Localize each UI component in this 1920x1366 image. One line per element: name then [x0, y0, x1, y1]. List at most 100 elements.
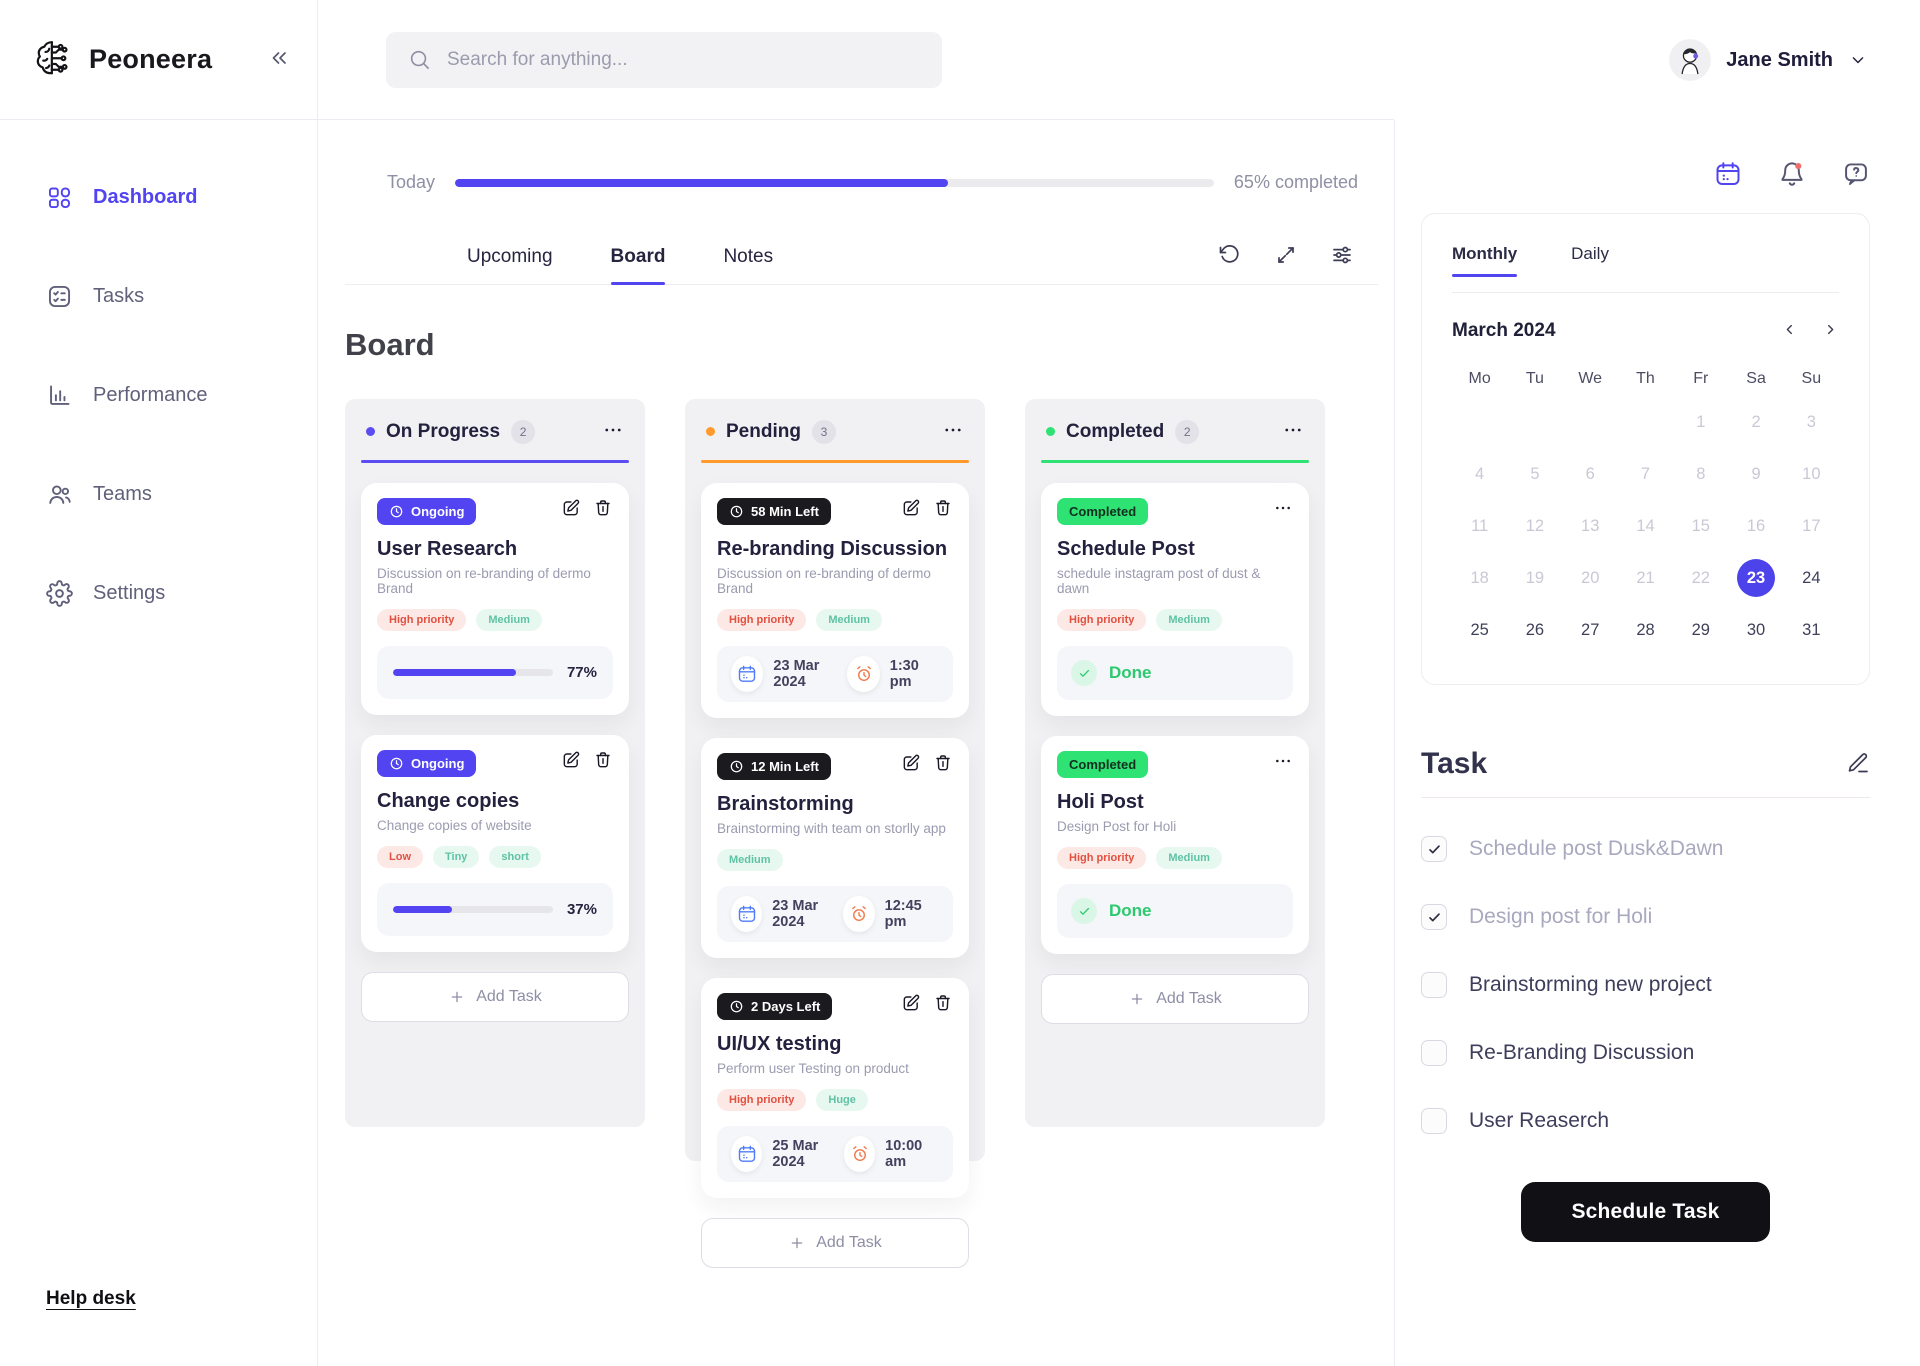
- card-menu-button[interactable]: [1273, 751, 1293, 774]
- card-edit-button[interactable]: [901, 993, 921, 1016]
- calendar-day-23[interactable]: 23: [1728, 556, 1783, 600]
- calendar-day-26[interactable]: 26: [1525, 620, 1545, 639]
- task-card[interactable]: 12 Min Left Brainstorming Brainstorming wi…: [701, 738, 969, 958]
- task-card[interactable]: Ongoing Change copies Change copies of web…: [361, 735, 629, 952]
- calendar-tab-daily[interactable]: Daily: [1571, 244, 1609, 263]
- calendar-day-6[interactable]: 6: [1585, 464, 1595, 483]
- card-tags: High priority Medium: [717, 609, 953, 631]
- column-menu-button[interactable]: [942, 419, 964, 444]
- task-checklist-item[interactable]: Schedule post Dusk&Dawn: [1421, 836, 1870, 862]
- filter-sliders-button[interactable]: [1330, 243, 1354, 270]
- tag-medium: Medium: [717, 849, 783, 871]
- task-card[interactable]: Ongoing User Research Discussion on re-bra…: [361, 483, 629, 715]
- calendar-day-31[interactable]: 31: [1802, 620, 1821, 639]
- task-card[interactable]: Completed Holi Post Design Post for Holi Hi…: [1041, 736, 1309, 954]
- card-top-row: 2 Days Left: [717, 993, 953, 1020]
- calendar-day-7[interactable]: 7: [1640, 464, 1651, 483]
- calendar-day-4[interactable]: 4: [1475, 464, 1485, 483]
- calendar-day-16[interactable]: 16: [1746, 516, 1766, 535]
- notifications-button[interactable]: [1778, 160, 1806, 191]
- schedule-task-button[interactable]: Schedule Task: [1521, 1182, 1770, 1242]
- card-edit-button[interactable]: [561, 498, 581, 521]
- card-schedule: 25 Mar 2024 10:00 am: [717, 1126, 953, 1182]
- sidebar-item-tasks[interactable]: Tasks: [46, 283, 297, 310]
- card-edit-button[interactable]: [901, 753, 921, 776]
- card-delete-button[interactable]: [933, 498, 953, 521]
- sidebar-item-teams[interactable]: Teams: [46, 481, 297, 508]
- search-input[interactable]: [447, 48, 920, 71]
- checkbox[interactable]: [1421, 904, 1447, 930]
- card-edit-button[interactable]: [901, 498, 921, 521]
- column-menu-button[interactable]: [1282, 419, 1304, 444]
- calendar-day-13[interactable]: 13: [1581, 516, 1600, 535]
- calendar-day-20[interactable]: 20: [1581, 568, 1600, 587]
- sidebar-collapse-button[interactable]: [267, 46, 291, 73]
- calendar-day-11[interactable]: 11: [1471, 516, 1489, 535]
- calendar-day-24[interactable]: 24: [1802, 568, 1821, 587]
- calendar-day-9[interactable]: 9: [1751, 464, 1761, 483]
- user-menu[interactable]: Jane Smith: [1394, 0, 1920, 120]
- calendar-day-3[interactable]: 3: [1806, 412, 1816, 431]
- calendar-day-18[interactable]: 18: [1470, 568, 1489, 587]
- calendar-day-29[interactable]: 29: [1691, 620, 1710, 639]
- card-menu-button[interactable]: [1273, 498, 1293, 521]
- card-time-text: 12:45 pm: [884, 898, 922, 930]
- add-task-button[interactable]: Add Task: [701, 1218, 969, 1268]
- edit-tasks-button[interactable]: [1846, 751, 1870, 778]
- calendar-tab-monthly[interactable]: Monthly: [1452, 244, 1518, 277]
- calendar-day-27[interactable]: 27: [1581, 620, 1600, 639]
- tab-notes[interactable]: Notes: [723, 246, 774, 267]
- sidebar-item-performance[interactable]: Performance: [46, 382, 297, 409]
- card-delete-button[interactable]: [593, 498, 613, 521]
- card-delete-button[interactable]: [593, 750, 613, 773]
- refresh-button[interactable]: [1218, 243, 1242, 270]
- task-card[interactable]: 58 Min Left Re-branding Discussion Discuss…: [701, 483, 969, 718]
- add-task-button[interactable]: Add Task: [361, 972, 629, 1022]
- calendar-day-25[interactable]: 25: [1470, 620, 1489, 639]
- next-month-button[interactable]: [1822, 321, 1839, 341]
- checkbox[interactable]: [1421, 1108, 1447, 1134]
- calendar-day-1[interactable]: 1: [1696, 412, 1706, 431]
- task-card[interactable]: Completed Schedule Post schedule instagram…: [1041, 483, 1309, 716]
- calendar-day-5[interactable]: 5: [1530, 464, 1540, 483]
- checkbox[interactable]: [1421, 1040, 1447, 1066]
- help-desk-link[interactable]: Help desk: [46, 1288, 136, 1309]
- tab-upcoming[interactable]: Upcoming: [467, 246, 553, 267]
- prev-month-button[interactable]: [1781, 321, 1798, 341]
- calendar-button[interactable]: [1714, 160, 1742, 191]
- task-checklist-item[interactable]: Re-Branding Discussion: [1421, 1040, 1870, 1066]
- add-task-button[interactable]: Add Task: [1041, 974, 1309, 1024]
- calendar-day-8[interactable]: 8: [1696, 464, 1706, 483]
- card-edit-button[interactable]: [561, 750, 581, 773]
- checkbox[interactable]: [1421, 972, 1447, 998]
- calendar-day-21[interactable]: 21: [1636, 568, 1655, 587]
- calendar-day-22[interactable]: 22: [1691, 568, 1710, 587]
- search-box[interactable]: [386, 31, 942, 88]
- checkbox[interactable]: [1421, 836, 1447, 862]
- task-checklist-item[interactable]: User Reaserch: [1421, 1108, 1870, 1134]
- card-delete-button[interactable]: [933, 753, 953, 776]
- card-delete-button[interactable]: [933, 993, 953, 1016]
- calendar-day-28[interactable]: 28: [1636, 620, 1655, 639]
- calendar-day-14[interactable]: 14: [1636, 516, 1655, 535]
- sidebar-item-dashboard[interactable]: Dashboard: [46, 184, 297, 211]
- calendar-day-17[interactable]: 17: [1802, 516, 1821, 535]
- column-menu-button[interactable]: [602, 419, 624, 444]
- task-checklist-item[interactable]: Design post for Holi: [1421, 904, 1870, 930]
- add-task-label: Add Task: [476, 988, 542, 1005]
- sidebar-item-settings[interactable]: Settings: [46, 580, 297, 607]
- help-button[interactable]: [1842, 160, 1870, 191]
- calendar-day-12[interactable]: 12: [1525, 516, 1545, 535]
- calendar-icon: [738, 665, 756, 682]
- calendar-day-15[interactable]: 15: [1691, 516, 1710, 535]
- task-card[interactable]: 2 Days Left UI/UX testing Perform user Tes…: [701, 978, 969, 1198]
- task-checklist-item[interactable]: Brainstorming new project: [1421, 972, 1870, 998]
- calendar-day-19[interactable]: 19: [1525, 568, 1545, 587]
- calendar-day-30[interactable]: 30: [1746, 620, 1766, 639]
- calendar-day-10[interactable]: 10: [1802, 464, 1821, 483]
- clock-icon: [730, 760, 743, 773]
- progress-label: Today: [387, 172, 436, 192]
- expand-button[interactable]: [1274, 243, 1298, 270]
- tab-board[interactable]: Board: [610, 246, 665, 285]
- calendar-day-2[interactable]: 2: [1751, 412, 1761, 431]
